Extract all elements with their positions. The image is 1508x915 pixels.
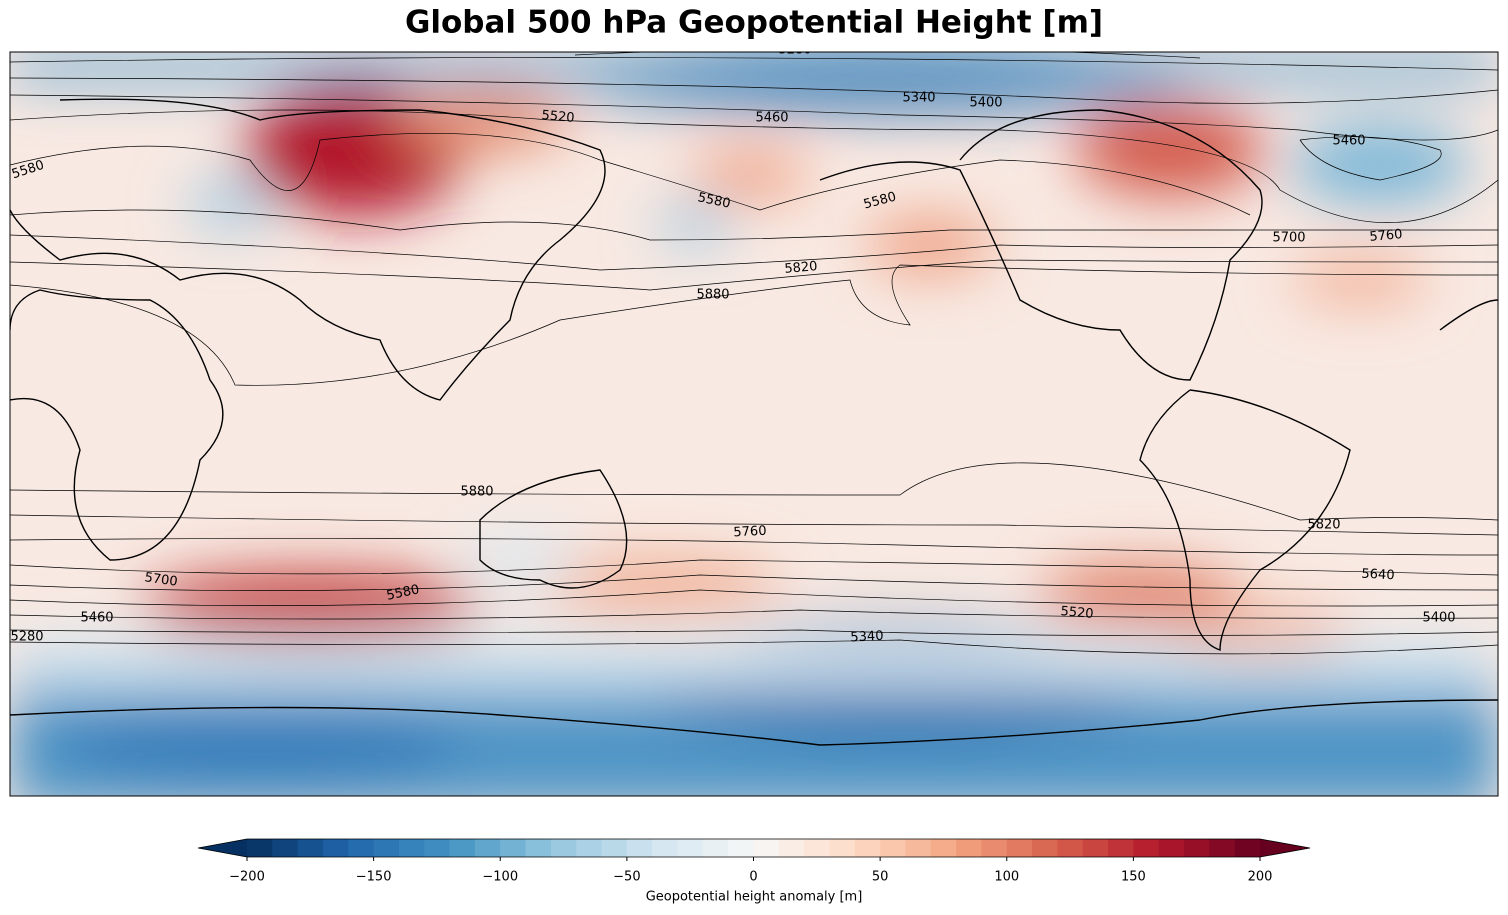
colorbar-swatch <box>1184 839 1210 857</box>
colorbar-swatch <box>1209 839 1236 857</box>
colorbar-swatch <box>348 839 375 857</box>
coastlines <box>10 98 1498 746</box>
colorbar-swatch <box>1082 839 1109 857</box>
contour-label: 5460 <box>80 611 113 626</box>
colorbar: −200 −150 −100 −50 0 50 100 150 200 <box>197 838 1311 885</box>
colorbar-tick-label: 150 <box>1121 870 1146 885</box>
contour-label: 5340 <box>902 91 935 106</box>
contour-label: 5280 <box>10 630 43 645</box>
colorbar-swatch <box>702 839 729 857</box>
colorbar-swatch <box>297 839 324 857</box>
colorbar-swatch <box>1234 839 1261 857</box>
contour-label: 5520 <box>541 108 575 126</box>
colorbar-swatch <box>778 839 805 857</box>
contour-label: 5580 <box>385 582 420 604</box>
colorbar-swatch <box>930 839 957 857</box>
contour-label: 5520 <box>1060 604 1094 622</box>
colorbar-swatch <box>753 839 780 857</box>
colorbar-tick-label: 200 <box>1248 870 1273 885</box>
colorbar-swatch <box>1133 839 1160 857</box>
contour-label: 5820 <box>784 259 818 277</box>
colorbar-swatch <box>449 839 476 857</box>
colorbar-swatch <box>677 839 704 857</box>
colorbar-extend-high <box>1260 839 1310 857</box>
colorbar-swatch <box>804 839 830 857</box>
colorbar-tick-label: 100 <box>994 870 1019 885</box>
colorbar-swatch <box>880 839 906 857</box>
colorbar-swatch <box>626 839 653 857</box>
colorbar-swatch <box>525 839 552 857</box>
colorbar-swatch <box>854 839 881 857</box>
contour-label: 5340 <box>850 629 884 646</box>
anomaly-field <box>10 52 1498 796</box>
colorbar-swatch <box>550 839 577 857</box>
colorbar-swatch <box>1006 839 1033 857</box>
contour-label: 5400 <box>1422 611 1455 626</box>
contour-label: 5640 <box>1361 567 1395 584</box>
colorbar-swatch <box>474 839 501 857</box>
colorbar-swatch <box>829 839 856 857</box>
colorbar-swatch <box>500 839 527 857</box>
colorbar-tick-label: 0 <box>749 870 757 885</box>
contour-label: 5880 <box>696 288 729 303</box>
colorbar-tick-label: −200 <box>229 870 265 885</box>
map-frame <box>9 51 1499 797</box>
contour-label: 5460 <box>1332 134 1365 149</box>
contour-lines <box>10 52 1498 655</box>
colorbar-tick-label: −100 <box>482 870 518 885</box>
contour-label: 5760 <box>733 524 767 541</box>
contour-label: 5400 <box>969 96 1002 111</box>
colorbar-swatch <box>576 839 603 857</box>
contour-label: 5820 <box>1307 518 1340 533</box>
colorbar-swatch <box>272 839 299 857</box>
colorbar-swatch <box>373 839 400 857</box>
contour-label: 5460 <box>755 111 788 126</box>
contour-label: 5880 <box>460 485 493 500</box>
colorbar-swatch <box>1057 839 1084 857</box>
colorbar-tick-label: −150 <box>356 870 392 885</box>
colorbar-swatch <box>1032 839 1058 857</box>
colorbar-swatch <box>322 839 349 857</box>
colorbar-swatch <box>956 839 982 857</box>
contour-label: 5700 <box>1272 231 1305 246</box>
colorbar-swatch <box>728 839 754 857</box>
contour-label: 5760 <box>1369 227 1403 245</box>
colorbar-swatch <box>1158 839 1185 857</box>
title: Global 500 hPa Geopotential Height [m] <box>405 5 1103 41</box>
colorbar-extend-low <box>198 839 247 857</box>
colorbar-swatch <box>981 839 1008 857</box>
colorbar-swatch <box>905 839 932 857</box>
colorbar-label: Geopotential height anomaly [m] <box>646 890 863 905</box>
colorbar-tick-label: 50 <box>872 870 889 885</box>
colorbar-swatch <box>424 839 451 857</box>
colorbar-tick-label: −50 <box>613 870 640 885</box>
colorbar-swatch <box>652 839 679 857</box>
colorbar-swatch <box>247 839 273 857</box>
contour-label: 5280 <box>778 43 811 58</box>
colorbar-swatch <box>1108 839 1134 857</box>
contour-label: 5700 <box>144 570 179 589</box>
colorbar-swatch <box>398 839 425 857</box>
contour-label: 5580 <box>696 190 731 212</box>
colorbar-swatch <box>601 839 628 857</box>
